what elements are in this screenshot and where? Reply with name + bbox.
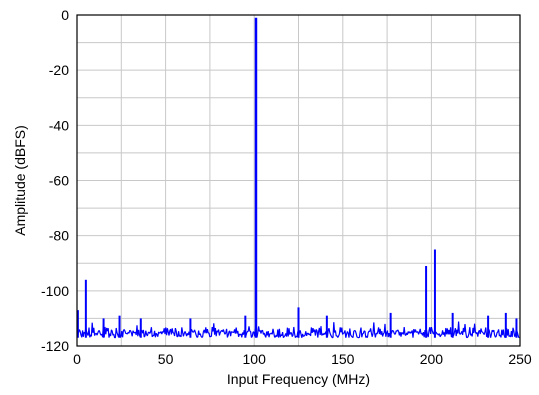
y-tick-label: -40 — [49, 117, 69, 133]
x-tick-label: 200 — [420, 351, 444, 367]
plot-frame — [76, 14, 521, 347]
tick-layer: 0 50 100 150 200 250 0 -20 -40 -60 -80 -100 -120 — [41, 7, 532, 367]
x-tick-label: 0 — [73, 351, 81, 367]
x-tick-label: 150 — [331, 351, 355, 367]
y-tick-label: -100 — [41, 283, 69, 299]
y-tick-label: -60 — [49, 173, 69, 189]
y-tick-label: 0 — [61, 7, 69, 23]
y-tick-label: -120 — [41, 338, 69, 354]
x-tick-label: 50 — [158, 351, 174, 367]
y-axis-title: Amplitude (dBFS) — [12, 125, 28, 235]
y-tick-label: -20 — [49, 62, 69, 78]
x-axis-title: Input Frequency (MHz) — [227, 371, 370, 387]
x-tick-label: 250 — [508, 351, 532, 367]
x-tick-label: 100 — [243, 351, 267, 367]
data-layer — [76, 17, 520, 339]
grid-layer — [77, 15, 520, 346]
y-tick-label: -80 — [49, 228, 69, 244]
